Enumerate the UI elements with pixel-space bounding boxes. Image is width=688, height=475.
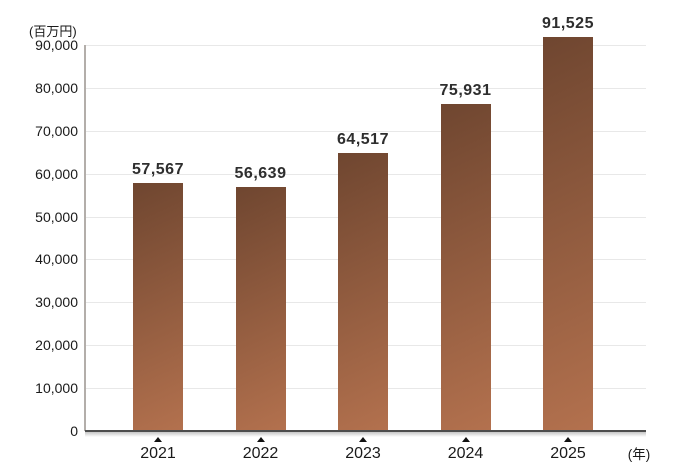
y-tick-label: 60,000	[35, 165, 78, 182]
y-axis-line	[84, 45, 86, 431]
x-axis-line	[85, 430, 646, 437]
y-tick-label: 80,000	[35, 79, 78, 96]
x-tick-label: 2022	[242, 445, 279, 462]
y-tick-label: 20,000	[35, 337, 78, 354]
bar	[440, 104, 491, 430]
x-tick-label: 2025	[550, 445, 586, 462]
triangle-up-icon	[564, 437, 572, 442]
bar	[133, 183, 183, 430]
grid-line	[85, 87, 646, 89]
bar	[338, 153, 388, 430]
y-tick-label: 90,000	[35, 37, 78, 53]
bar	[235, 187, 286, 430]
triangle-up-icon	[256, 437, 265, 442]
y-tick-label: 30,000	[35, 294, 78, 311]
bar-value-label: 64,517	[337, 131, 389, 149]
bar-value-label: 91,525	[542, 15, 594, 33]
grid-line	[85, 130, 646, 132]
x-tick-label: 2023	[345, 445, 381, 462]
triangle-up-icon	[154, 437, 162, 442]
grid-line	[85, 45, 646, 46]
y-axis-unit-label: (百万円)	[29, 24, 77, 39]
triangle-up-icon	[359, 437, 367, 442]
x-tick-label: 2024	[447, 445, 484, 462]
x-axis-unit-label: (年)	[627, 447, 651, 462]
y-tick-label: 0	[70, 423, 78, 439]
y-tick-label: 40,000	[35, 251, 78, 268]
bar	[543, 37, 593, 430]
bar-value-label: 57,567	[132, 161, 184, 179]
bar-value-label: 75,931	[439, 82, 492, 100]
bar-value-label: 56,639	[234, 165, 287, 183]
triangle-up-icon	[461, 437, 470, 442]
y-tick-label: 50,000	[35, 208, 78, 225]
y-tick-label: 10,000	[35, 380, 78, 397]
x-tick-label: 2021	[140, 445, 176, 462]
y-tick-label: 70,000	[35, 122, 78, 139]
